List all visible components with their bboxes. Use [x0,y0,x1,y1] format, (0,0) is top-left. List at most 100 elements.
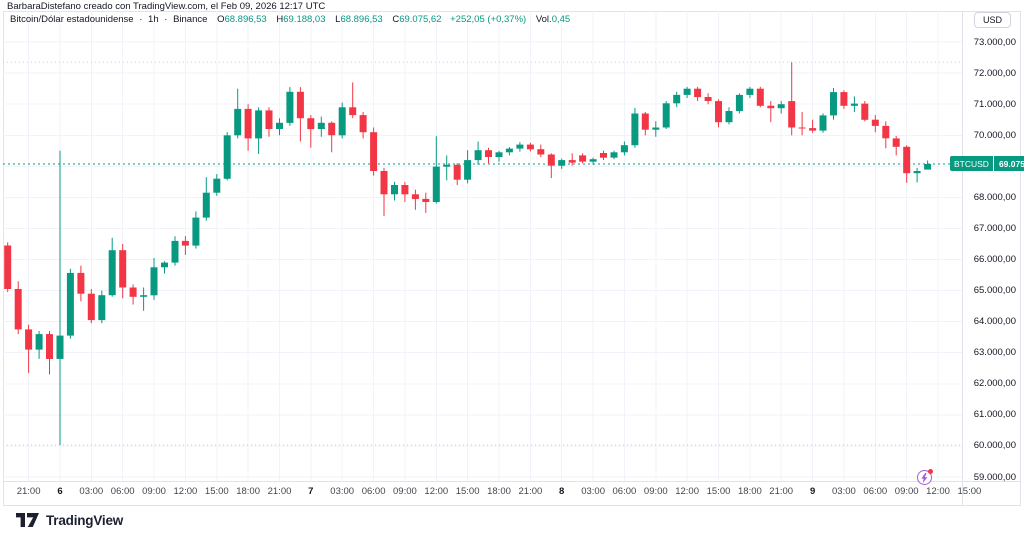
time-axis-label: 18:00 [738,486,762,497]
price-axis-label: 67.000,00 [973,222,1016,234]
time-axis-label: 03:00 [330,486,355,497]
price-axis-label: 60.000,00 [973,440,1016,452]
candle-body [704,97,712,101]
time-axis-label: 12:00 [675,486,699,497]
candle-body [725,111,733,123]
time-axis-label: 03:00 [79,486,104,497]
candle-body [87,293,95,321]
candle-body [516,144,524,149]
candle-body [464,160,472,180]
tradingview-logo-mark [16,513,39,527]
time-axis-day-label: 7 [308,486,314,497]
volume-value: 0,45 [551,14,571,25]
time-axis-label: 09:00 [643,486,668,497]
candle-body [140,295,148,297]
candle-body [244,108,252,139]
close-label: C [392,14,400,25]
price-axis-label: 68.000,00 [973,191,1016,203]
candle-body [14,289,22,330]
notification-dot [928,469,933,474]
price-axis-label: 63.000,00 [973,347,1016,359]
candle-body [202,192,210,218]
time-axis-label: 06:00 [110,486,135,497]
price-axis-label: 61.000,00 [973,409,1016,421]
lightning-alert-icon[interactable] [917,469,933,485]
price-axis-label: 65.000,00 [973,285,1016,297]
time-axis-day-label: 8 [559,486,565,497]
candle-body [662,103,670,128]
time-axis-label: 15:00 [204,486,229,497]
price-axis-label: 70.000,00 [973,129,1016,141]
candle-body [830,92,837,116]
candle-body [474,150,482,161]
price-axis-label: 62.000,00 [973,378,1016,390]
candle-body [746,88,754,95]
candle-body [432,166,440,202]
candle-body [715,101,722,123]
candle-body [223,135,231,179]
candle-body [861,103,869,120]
candle-body [276,122,283,129]
tradingview-logo: TradingView [16,512,123,528]
candles-group [4,62,932,445]
candle-body [537,149,545,155]
time-axis-label: 18:00 [236,486,260,497]
open-value: 68.896,53 [224,14,267,25]
symbol-info-bar[interactable]: Bitcoin/Dólar estadounidense · 1h · Bina… [10,14,570,25]
volume-label: Vol. [535,14,552,25]
currency-toggle-button[interactable]: USD [973,12,1011,28]
candle-body [4,245,12,289]
price-axis-separator [962,11,963,506]
candle-body [788,101,796,128]
price-tag-divider [992,156,994,171]
candle-body [66,272,74,336]
candle-body [213,178,221,193]
time-axis-day-label: 9 [809,486,816,497]
candlestick-chart[interactable] [3,11,962,481]
candle-body [370,132,378,171]
candle-body [150,267,158,296]
time-axis-label: 06:00 [361,486,386,497]
price-axis-label: 71.000,00 [973,98,1016,110]
candle-body [192,217,200,246]
time-axis-separator [3,481,1021,482]
candle-body [735,94,743,112]
time-axis-label: 12:00 [424,486,449,497]
candle-body [850,103,858,106]
low-value: 68.896,53 [340,14,383,25]
time-axis-label: 21:00 [16,486,41,497]
candle-body [56,335,64,359]
time-axis-label: 03:00 [832,486,856,497]
time-axis-label: 15:00 [455,486,480,497]
candle-body [234,108,242,136]
price-axis-label: 73.000,00 [973,36,1016,48]
candle-body [119,250,127,288]
candle-body [317,122,325,129]
candle-body [255,110,263,139]
candle-body [767,105,775,109]
candle-body [579,155,587,162]
candle-body [181,240,189,246]
high-label: H [276,14,284,25]
time-axis-label: 09:00 [894,486,919,497]
candle-body [505,148,513,153]
separator-dot: · [139,14,143,25]
candle-body [422,198,430,202]
price-axis-label: 66.000,00 [973,254,1016,265]
candle-body [161,262,168,268]
candle-body [401,185,409,195]
tradingview-logo-text: TradingView [46,512,124,528]
candle-body [871,119,879,126]
time-axis-label: 15:00 [957,486,982,497]
candle-body [913,171,921,174]
time-axis-label: 15:00 [706,486,731,497]
candle-body [631,113,639,146]
time-axis-label: 12:00 [926,486,950,497]
candle-body [77,272,85,294]
time-axis-label: 12:00 [173,486,198,497]
candle-body [359,115,367,133]
low-label: L [335,14,341,25]
candle-body [882,125,890,139]
candle-body [777,104,785,109]
